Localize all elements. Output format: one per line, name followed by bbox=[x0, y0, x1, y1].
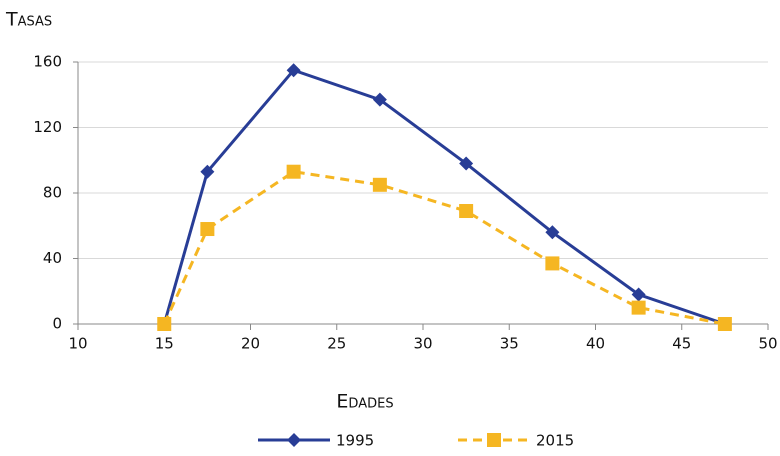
marker bbox=[287, 433, 301, 447]
y-axis-label: Tasas bbox=[5, 9, 52, 31]
y-tick-label: 120 bbox=[33, 118, 62, 136]
x-tick-label: 30 bbox=[413, 335, 432, 353]
marker bbox=[200, 164, 215, 179]
marker bbox=[459, 204, 474, 219]
x-tick-label: 35 bbox=[500, 335, 519, 353]
y-tick-label: 0 bbox=[52, 315, 62, 333]
marker bbox=[286, 63, 301, 78]
marker bbox=[631, 287, 646, 302]
marker bbox=[545, 256, 560, 271]
x-tick-label: 45 bbox=[672, 335, 691, 353]
x-tick-label: 10 bbox=[68, 335, 87, 353]
marker bbox=[545, 225, 560, 240]
marker bbox=[286, 164, 301, 179]
legend-label: 2015 bbox=[536, 432, 574, 450]
marker bbox=[200, 222, 215, 237]
x-tick-label: 50 bbox=[758, 335, 777, 353]
legend-label: 1995 bbox=[336, 432, 374, 450]
y-tick-label: 160 bbox=[33, 53, 62, 71]
y-tick-label: 80 bbox=[43, 184, 62, 202]
marker bbox=[372, 92, 387, 107]
marker bbox=[157, 317, 172, 331]
marker bbox=[459, 156, 474, 171]
marker bbox=[372, 177, 387, 192]
series-line bbox=[162, 170, 726, 326]
marker bbox=[487, 433, 501, 447]
x-tick-label: 40 bbox=[586, 335, 605, 353]
x-tick-label: 25 bbox=[327, 335, 346, 353]
x-axis-label: Edades bbox=[336, 391, 393, 413]
marker bbox=[631, 300, 646, 315]
marker bbox=[717, 317, 732, 331]
x-tick-label: 15 bbox=[155, 335, 174, 353]
y-tick-label: 40 bbox=[43, 249, 62, 267]
series-line bbox=[162, 68, 726, 326]
x-tick-label: 20 bbox=[241, 335, 260, 353]
